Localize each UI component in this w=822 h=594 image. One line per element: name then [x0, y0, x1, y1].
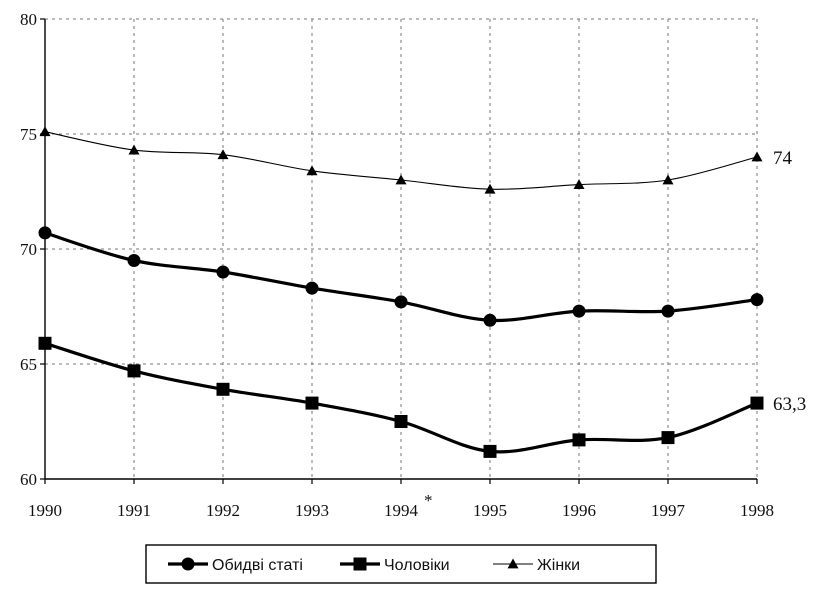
data-point-circle — [127, 254, 141, 267]
data-point-circle — [38, 226, 52, 240]
series-end-label: 74 — [773, 148, 793, 169]
data-point-circle — [483, 313, 497, 327]
grid-lines — [45, 18, 758, 479]
legend-marker-square — [353, 557, 367, 571]
y-tick-labels: 60 65 70 75 80 — [20, 10, 45, 489]
series-square — [38, 336, 764, 458]
data-point-square — [127, 364, 141, 378]
data-series — [38, 126, 764, 458]
end-labels: 63,3 74 — [773, 148, 806, 415]
data-point-triangle — [484, 183, 496, 194]
x-tick-label: 1992 — [206, 501, 240, 520]
data-point-square — [216, 382, 230, 396]
y-tick-label: 80 — [20, 10, 37, 29]
x-tick-label: 1990 — [28, 501, 62, 520]
data-point-circle — [305, 281, 319, 295]
data-point-triangle — [573, 179, 585, 189]
data-point-square — [750, 396, 764, 410]
legend-marker-circle — [181, 557, 195, 571]
data-point-triangle — [39, 126, 51, 137]
legend-entry: Обидві статі — [168, 557, 303, 574]
x-tick-label: 1995 — [473, 501, 507, 520]
data-point-triangle — [395, 174, 407, 185]
x-tick-label: 1998 — [740, 501, 774, 520]
data-point-circle — [216, 265, 230, 279]
data-point-square — [394, 415, 408, 428]
legend-label: Чоловіки — [384, 557, 450, 574]
series-triangle — [39, 126, 763, 194]
x-tick-label: 1994 — [384, 501, 419, 520]
legend-marker-triangle — [507, 558, 519, 569]
x-tick-label: 1993 — [295, 501, 329, 520]
data-point-square — [572, 433, 586, 447]
x-tick-label: 1996 — [562, 501, 596, 520]
y-tick-label: 65 — [20, 355, 37, 374]
data-point-square — [305, 396, 319, 410]
data-point-square — [661, 431, 675, 445]
x-tick-label: 1991 — [117, 501, 151, 520]
data-point-circle — [661, 304, 675, 318]
x-tick-labels: 1990 1991 1992 1993 1994 * 1995 1996 1997 1998 — [28, 479, 774, 520]
data-point-circle — [394, 295, 408, 309]
data-point-square — [483, 444, 497, 458]
legend-entry: Чоловіки — [340, 557, 450, 574]
legend: Обидві статі Чоловіки Жінки — [145, 544, 657, 584]
data-point-triangle — [662, 174, 674, 185]
data-point-circle — [750, 293, 764, 307]
data-point-triangle — [217, 149, 229, 160]
legend-box — [145, 544, 657, 584]
x-tick-label: 1997 — [651, 501, 686, 520]
data-point-triangle — [751, 151, 763, 162]
data-point-circle — [572, 304, 586, 318]
y-tick-label: 70 — [20, 240, 37, 259]
y-tick-label: 75 — [20, 125, 37, 144]
legend-label: Обидві статі — [212, 557, 303, 574]
x-tick-footnote-mark: * — [424, 491, 433, 510]
data-point-triangle — [306, 165, 318, 176]
legend-entry: Жінки — [493, 557, 580, 574]
series-end-label: 63,3 — [773, 394, 806, 415]
y-tick-label: 60 — [20, 470, 37, 489]
legend-label: Жінки — [537, 557, 580, 574]
data-point-triangle — [128, 144, 140, 155]
series-circle — [38, 226, 764, 327]
data-point-square — [38, 336, 52, 350]
